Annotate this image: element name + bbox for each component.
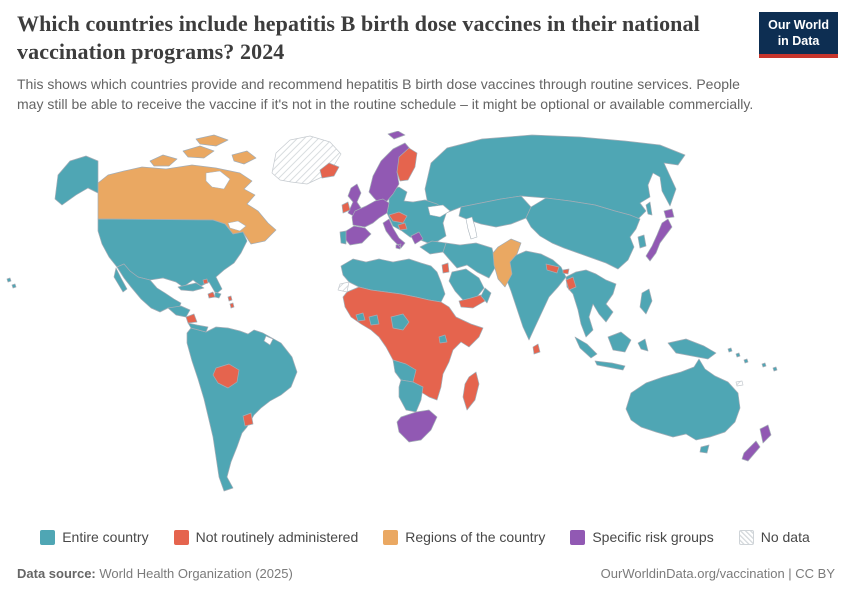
region-pakistan[interactable] [492, 238, 522, 288]
region-sri-lanka[interactable] [532, 343, 541, 355]
legend-label: Specific risk groups [592, 529, 714, 545]
data-source: Data source: World Health Organization (… [17, 566, 293, 581]
region-madagascar[interactable] [462, 371, 480, 411]
region-liberia-sierra-leone[interactable] [355, 312, 366, 322]
region-australia[interactable] [625, 358, 741, 441]
region-italy[interactable] [382, 218, 406, 250]
owid-logo[interactable]: Our World in Data [759, 12, 838, 59]
caspian-sea [465, 216, 478, 240]
region-iceland[interactable] [319, 162, 340, 179]
owid-logo-line1: Our World [768, 18, 829, 32]
region-svalbard[interactable] [387, 130, 406, 140]
region-mainland-se-asia[interactable] [565, 269, 617, 338]
region-turkey[interactable] [419, 240, 447, 255]
region-nicaragua[interactable] [185, 313, 198, 324]
region-western-sahara[interactable] [337, 281, 350, 293]
region-west-europe[interactable] [351, 198, 390, 228]
region-nepal[interactable] [545, 263, 560, 274]
legend-item-specific-risk-groups[interactable]: Specific risk groups [570, 529, 714, 545]
region-tasmania[interactable] [699, 444, 710, 454]
region-sumatra[interactable] [574, 336, 598, 359]
great-lakes [227, 220, 247, 232]
region-south-korea[interactable] [637, 234, 647, 249]
region-haiti[interactable] [207, 291, 216, 299]
data-source-value[interactable]: World Health Organization (2025) [99, 566, 293, 581]
region-mexico[interactable] [113, 263, 182, 313]
region-cuba[interactable] [177, 282, 205, 292]
region-costa-rica-panama[interactable] [187, 322, 209, 333]
region-sulawesi[interactable] [637, 338, 649, 352]
region-dominican-republic[interactable] [214, 291, 222, 299]
footer-link[interactable]: OurWorldinData.org/vaccination | CC BY [600, 566, 835, 581]
legend-swatch-no-data [738, 529, 754, 545]
region-bahamas[interactable] [202, 278, 209, 285]
legend-item-no-data[interactable]: No data [738, 529, 810, 545]
region-nigeria[interactable] [390, 313, 410, 331]
region-canada-arctic-1[interactable] [149, 154, 178, 167]
region-lesser-antilles[interactable] [227, 295, 235, 309]
region-portugal[interactable] [339, 230, 347, 245]
legend-swatch-regions-of-the-country [383, 529, 399, 545]
legend-swatch-not-routinely-administered [173, 529, 189, 545]
region-guatemala-honduras[interactable] [167, 305, 191, 318]
region-greece[interactable] [410, 231, 424, 245]
region-spain[interactable] [344, 225, 372, 246]
region-new-caledonia[interactable] [735, 380, 744, 387]
legend-item-regions-of-the-country[interactable]: Regions of the country [383, 529, 545, 545]
region-bolivia[interactable] [212, 363, 240, 389]
region-south-africa[interactable] [396, 409, 438, 443]
region-sakhalin[interactable] [645, 201, 653, 216]
region-bhutan[interactable] [562, 268, 570, 275]
world-map [0, 130, 850, 521]
legend-label: Regions of the country [405, 529, 546, 545]
region-croatia[interactable] [397, 222, 408, 231]
region-jordan-lebanon[interactable] [441, 262, 450, 274]
hudson-bay [205, 170, 231, 190]
region-uruguay[interactable] [242, 412, 254, 427]
legend-label: No data [760, 529, 810, 545]
region-new-guinea[interactable] [667, 338, 717, 360]
region-south-america[interactable] [186, 326, 298, 492]
owid-logo-line2: in Data [777, 33, 820, 48]
region-hawaii[interactable] [6, 277, 17, 289]
data-source-label: Data source: [17, 566, 96, 581]
legend-item-not-routinely-administered[interactable]: Not routinely administered [173, 529, 359, 545]
region-india[interactable] [505, 250, 567, 341]
region-sahel-central-east-africa[interactable] [342, 286, 484, 401]
region-french-guiana [263, 335, 274, 346]
region-philippines[interactable] [639, 288, 653, 315]
legend-label: Not routinely administered [195, 529, 359, 545]
legend-label: Entire country [62, 529, 149, 545]
region-bangladesh[interactable] [565, 276, 577, 291]
legend-swatch-specific-risk-groups [570, 529, 586, 545]
region-uganda[interactable] [438, 334, 448, 344]
region-japan[interactable] [645, 208, 675, 262]
legend-swatch-entire-country [40, 529, 56, 545]
region-new-zealand[interactable] [741, 424, 772, 462]
chart-footer: Data source: World Health Organization (… [17, 566, 835, 581]
region-ireland[interactable] [341, 201, 351, 214]
black-sea [427, 204, 451, 218]
region-canada-arctic-2[interactable] [182, 145, 215, 159]
region-finland[interactable] [396, 147, 418, 182]
region-oman[interactable] [480, 287, 492, 304]
chart-header: Which countries include hepatitis B birt… [17, 10, 767, 115]
map-legend: Entire country Not routinely administere… [0, 529, 850, 545]
region-russia[interactable] [424, 134, 686, 220]
region-iran-iraq-syria[interactable] [442, 242, 497, 279]
region-pacific-islands[interactable] [727, 347, 778, 372]
page-subtitle: This shows which countries provide and r… [17, 76, 754, 113]
region-borneo[interactable] [607, 331, 632, 353]
region-china[interactable] [525, 197, 641, 270]
region-ghana[interactable] [368, 314, 380, 326]
region-canada-arctic-3[interactable] [195, 134, 229, 147]
region-java[interactable] [594, 360, 626, 371]
region-austria-hungary[interactable] [388, 211, 408, 224]
page-title: Which countries include hepatitis B birt… [17, 11, 700, 65]
legend-item-entire-country[interactable]: Entire country [40, 529, 149, 545]
region-canada-arctic-4[interactable] [231, 150, 257, 165]
region-alaska[interactable] [54, 155, 99, 206]
